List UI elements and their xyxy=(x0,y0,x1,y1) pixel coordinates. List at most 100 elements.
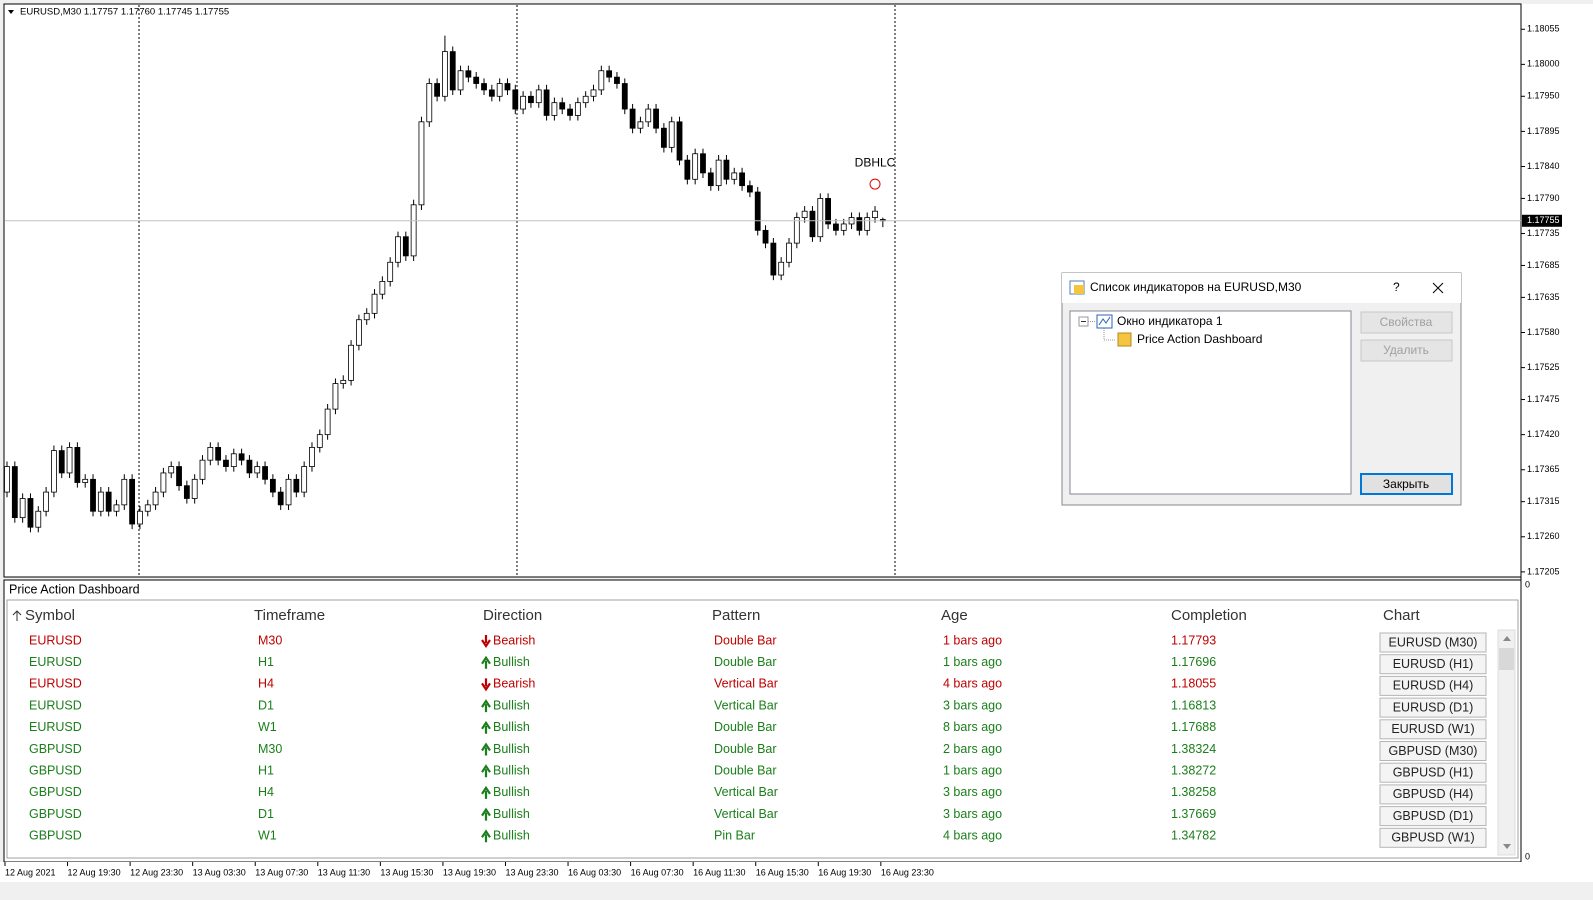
table-cell: Vertical Bar xyxy=(714,785,778,799)
candle-body xyxy=(817,198,824,238)
tree-window[interactable]: Окно индикатора 1 xyxy=(1117,314,1223,328)
direction-arrow xyxy=(481,785,491,799)
dashboard-rows: Symbol Timeframe Direction Pattern Age Comple… xyxy=(25,607,1487,848)
candle-body xyxy=(606,70,613,78)
column-header[interactable]: Timeframe xyxy=(254,607,325,624)
table-cell: GBPUSD xyxy=(29,742,82,756)
chart-button[interactable] xyxy=(1379,784,1487,805)
candle-body xyxy=(864,217,871,231)
y-tick-label: 1.17365 xyxy=(1527,464,1560,474)
scrollbar[interactable] xyxy=(1497,629,1516,856)
chart-button[interactable] xyxy=(1379,719,1487,740)
chart-button-label: EURUSD (D1) xyxy=(1393,700,1474,714)
properties-label: Свойства xyxy=(1380,315,1433,329)
candle-body xyxy=(183,485,190,499)
chart-button-label: GBPUSD (D1) xyxy=(1393,809,1474,823)
candle-body xyxy=(739,172,745,187)
candle-body xyxy=(35,510,42,528)
chart-button[interactable] xyxy=(1379,827,1487,848)
y-tick-label: 1.17525 xyxy=(1527,362,1560,372)
table-cell: Double Bar xyxy=(714,720,777,734)
candle-body xyxy=(285,478,292,506)
candle-body xyxy=(191,478,198,499)
candle-body xyxy=(567,108,573,116)
candle-body xyxy=(700,153,706,174)
candle-body xyxy=(332,383,339,410)
dialog-title: Список индикаторов на EURUSD,M30 xyxy=(1090,280,1302,294)
table-cell: 1 bars ago xyxy=(943,633,1002,647)
candle-body xyxy=(105,491,112,512)
column-header[interactable]: Chart xyxy=(1383,607,1421,624)
candle-body xyxy=(747,185,753,193)
candle-body xyxy=(97,491,104,512)
column-header[interactable]: Direction xyxy=(483,607,542,624)
candle-body xyxy=(316,434,323,448)
candle-body xyxy=(121,478,128,506)
tree-indicator[interactable]: Price Action Dashboard xyxy=(1137,332,1262,346)
table-cell: Double Bar xyxy=(714,655,777,669)
y-tick-label: 1.17635 xyxy=(1527,292,1560,302)
candle-body xyxy=(144,504,151,512)
column-header[interactable]: Symbol xyxy=(25,607,75,624)
column-header[interactable]: Age xyxy=(941,607,968,624)
sort-arrow[interactable] xyxy=(12,610,22,621)
candle-body xyxy=(512,89,519,110)
table-cell: Bullish xyxy=(493,829,530,843)
properties-button[interactable] xyxy=(1360,311,1453,334)
scrollbar-thumb[interactable] xyxy=(1499,648,1514,670)
table-cell: EURUSD xyxy=(29,655,82,669)
candle-body xyxy=(535,89,542,104)
candle-body xyxy=(778,261,785,276)
table-cell: Double Bar xyxy=(714,633,777,647)
chart-button[interactable] xyxy=(1379,741,1487,761)
delete-button[interactable] xyxy=(1360,339,1453,362)
candle-body xyxy=(340,379,347,384)
column-header[interactable]: Completion xyxy=(1171,607,1247,624)
candle-body xyxy=(809,210,816,238)
candle-body xyxy=(238,453,245,461)
table-cell: Pin Bar xyxy=(714,829,755,843)
x-axis: 12 Aug 2021 12 Aug 19:30 12 Aug 23:30 13 Au… xyxy=(4,862,934,877)
candle-body xyxy=(418,121,425,206)
table-cell: 1.38258 xyxy=(1171,785,1216,799)
chart-button[interactable] xyxy=(1379,654,1487,675)
table-cell: 1.17688 xyxy=(1171,720,1216,734)
candle-body xyxy=(551,102,558,116)
chart-button[interactable] xyxy=(1379,675,1487,696)
dialog-titlebar xyxy=(1062,273,1461,303)
column-header[interactable]: Pattern xyxy=(712,607,760,624)
table-cell: M30 xyxy=(258,633,282,647)
close-x[interactable] xyxy=(1432,282,1444,294)
close-button[interactable] xyxy=(1360,473,1453,495)
candle-body xyxy=(348,344,354,381)
candle-body xyxy=(113,504,120,512)
table-cell: Bullish xyxy=(493,742,530,756)
table-cell: 4 bars ago xyxy=(943,677,1002,691)
direction-arrow xyxy=(481,807,491,821)
close-label: Закрыть xyxy=(1383,477,1429,491)
chart-button[interactable] xyxy=(1379,697,1487,718)
direction-arrow xyxy=(481,678,491,692)
chart-button-label: GBPUSD (M30) xyxy=(1389,744,1478,758)
chart-button[interactable] xyxy=(1379,806,1487,827)
candle-body xyxy=(856,217,863,231)
delete-label: Удалить xyxy=(1383,343,1429,357)
chart-button[interactable] xyxy=(1379,762,1487,783)
x-tick-label: 12 Aug 2021 xyxy=(5,867,56,877)
candle-body xyxy=(621,83,628,110)
chart-button[interactable] xyxy=(1379,632,1487,653)
candle-body xyxy=(58,450,65,474)
help-button[interactable]: ? xyxy=(1393,280,1400,294)
table-cell: Bullish xyxy=(493,785,530,799)
candle-body xyxy=(457,70,464,91)
x-tick-label: 13 Aug 15:30 xyxy=(380,867,433,877)
table-cell: Bearish xyxy=(493,677,535,691)
candle-body xyxy=(363,312,370,321)
x-tick-label: 16 Aug 15:30 xyxy=(756,867,809,877)
candle-body xyxy=(176,466,182,487)
table-cell: GBPUSD xyxy=(29,785,82,799)
candle-body xyxy=(762,229,769,244)
table-cell: 1.34782 xyxy=(1171,829,1216,843)
